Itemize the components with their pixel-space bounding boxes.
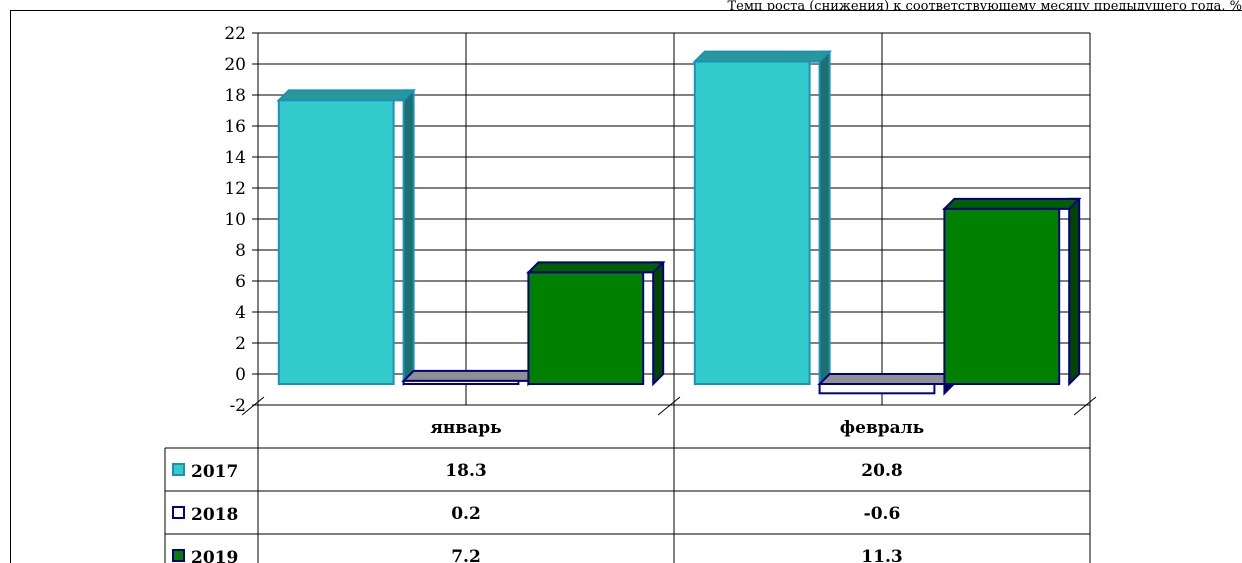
y-tick-label-9: 16 [224,117,246,137]
bar-side-2017-1 [818,50,831,387]
x-category-label-0: январь [430,418,501,438]
y-tick-label-11: 20 [224,55,246,75]
y-axis: -2 0 2 4 6 8 10 12 14 16 18 20 22 [224,24,258,416]
bar-2019-февраль [941,197,1082,387]
floor-mark-1 [657,396,681,416]
bar-side-2017-0 [402,89,415,387]
bar-top-2019-0 [525,261,666,274]
data-label-2017-1: 20.8 [861,461,902,481]
data-label-2018-1: -0.6 [864,504,901,524]
floor-mark-2 [1073,396,1097,416]
y-tick-label-12: 22 [224,24,246,44]
chart-frame: Темп роста (снижения) к соответствующему… [10,0,1242,563]
legend-label-2017: 2017 [191,462,238,482]
floor-mark-0 [241,396,265,416]
data-label-2019-1: 11.3 [861,547,902,563]
legend-swatch-2019 [172,549,185,562]
y-tick-label-7: 12 [224,179,246,199]
y-tick-label-4: 6 [235,272,246,292]
data-label-2017-0: 18.3 [445,461,486,481]
bar-top-2018-0 [401,369,541,382]
y-tick-label-1: 0 [235,365,246,385]
bars [276,50,1082,396]
bar-front-2017-1 [693,60,811,385]
header-note: Темп роста (снижения) к соответствующему… [727,0,1242,11]
bar-2018-январь [401,369,541,387]
bar-side-2019-1 [1068,197,1081,387]
y-tick-label-2: 2 [235,334,246,354]
chart-floor [241,396,1097,416]
y-tick-label-8: 14 [224,148,246,168]
data-label-2018-0: 0.2 [451,504,481,524]
bar-top-2017-1 [692,50,833,63]
y-tick-label-6: 10 [224,210,246,230]
bar-top-2017-0 [276,89,417,102]
y-tick-label-10: 18 [224,86,246,106]
legend-label-2019: 2019 [191,548,238,563]
bar-front-2018-0 [402,379,520,385]
bar-2018-февраль [817,373,957,396]
bar-front-2018-1 [818,383,936,395]
data-label-2019-0: 7.2 [451,547,481,563]
bar-front-2019-0 [527,271,645,385]
bar-front-2019-1 [943,207,1061,385]
bar-2019-январь [525,261,666,387]
bar-top-2018-1 [817,373,957,385]
bar-2017-январь [276,89,417,387]
bar-side-2019-0 [652,261,665,387]
y-tick-label-0: -2 [229,396,246,416]
bar-2017-февраль [692,50,833,387]
legend-swatch-2018 [172,506,185,519]
y-tick-label-3: 4 [235,303,246,323]
x-category-label-1: февраль [840,418,924,438]
y-tick-label-5: 8 [235,241,246,261]
bar-front-2017-0 [277,99,395,385]
legend-label-2018: 2018 [191,505,238,525]
data-table: январь февраль 2017 18.3 20.8 2018 0.2 -0.6 2019… [164,405,1091,563]
legend-swatch-2017 [172,463,185,476]
bar-top-2019-1 [941,197,1082,210]
